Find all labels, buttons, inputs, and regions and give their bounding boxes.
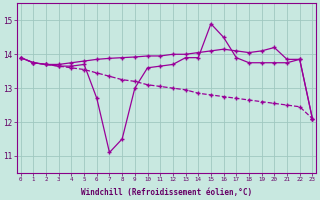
X-axis label: Windchill (Refroidissement éolien,°C): Windchill (Refroidissement éolien,°C) xyxy=(81,188,252,197)
